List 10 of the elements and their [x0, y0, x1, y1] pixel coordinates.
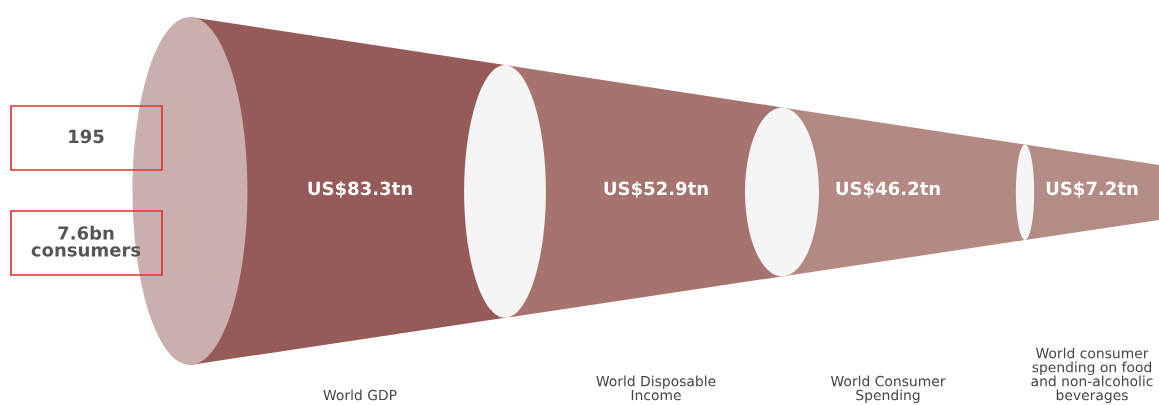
text: 195 [69, 129, 104, 144]
category-label: World GDP [323, 389, 397, 401]
data-label: US$83.3tn [308, 181, 412, 198]
text: 7.6bn consumers [31, 225, 141, 257]
category-label: World Consumer Spending [830, 375, 946, 403]
category-label: World consumer spending on food and non-alcoholic beverages [1031, 347, 1153, 403]
data-label: US$46.2tn [836, 181, 940, 198]
data-label: US$7.2tn [1046, 181, 1138, 198]
data-label: US$52.9tn [604, 181, 708, 198]
category-label: World Disposable Income [596, 375, 716, 401]
